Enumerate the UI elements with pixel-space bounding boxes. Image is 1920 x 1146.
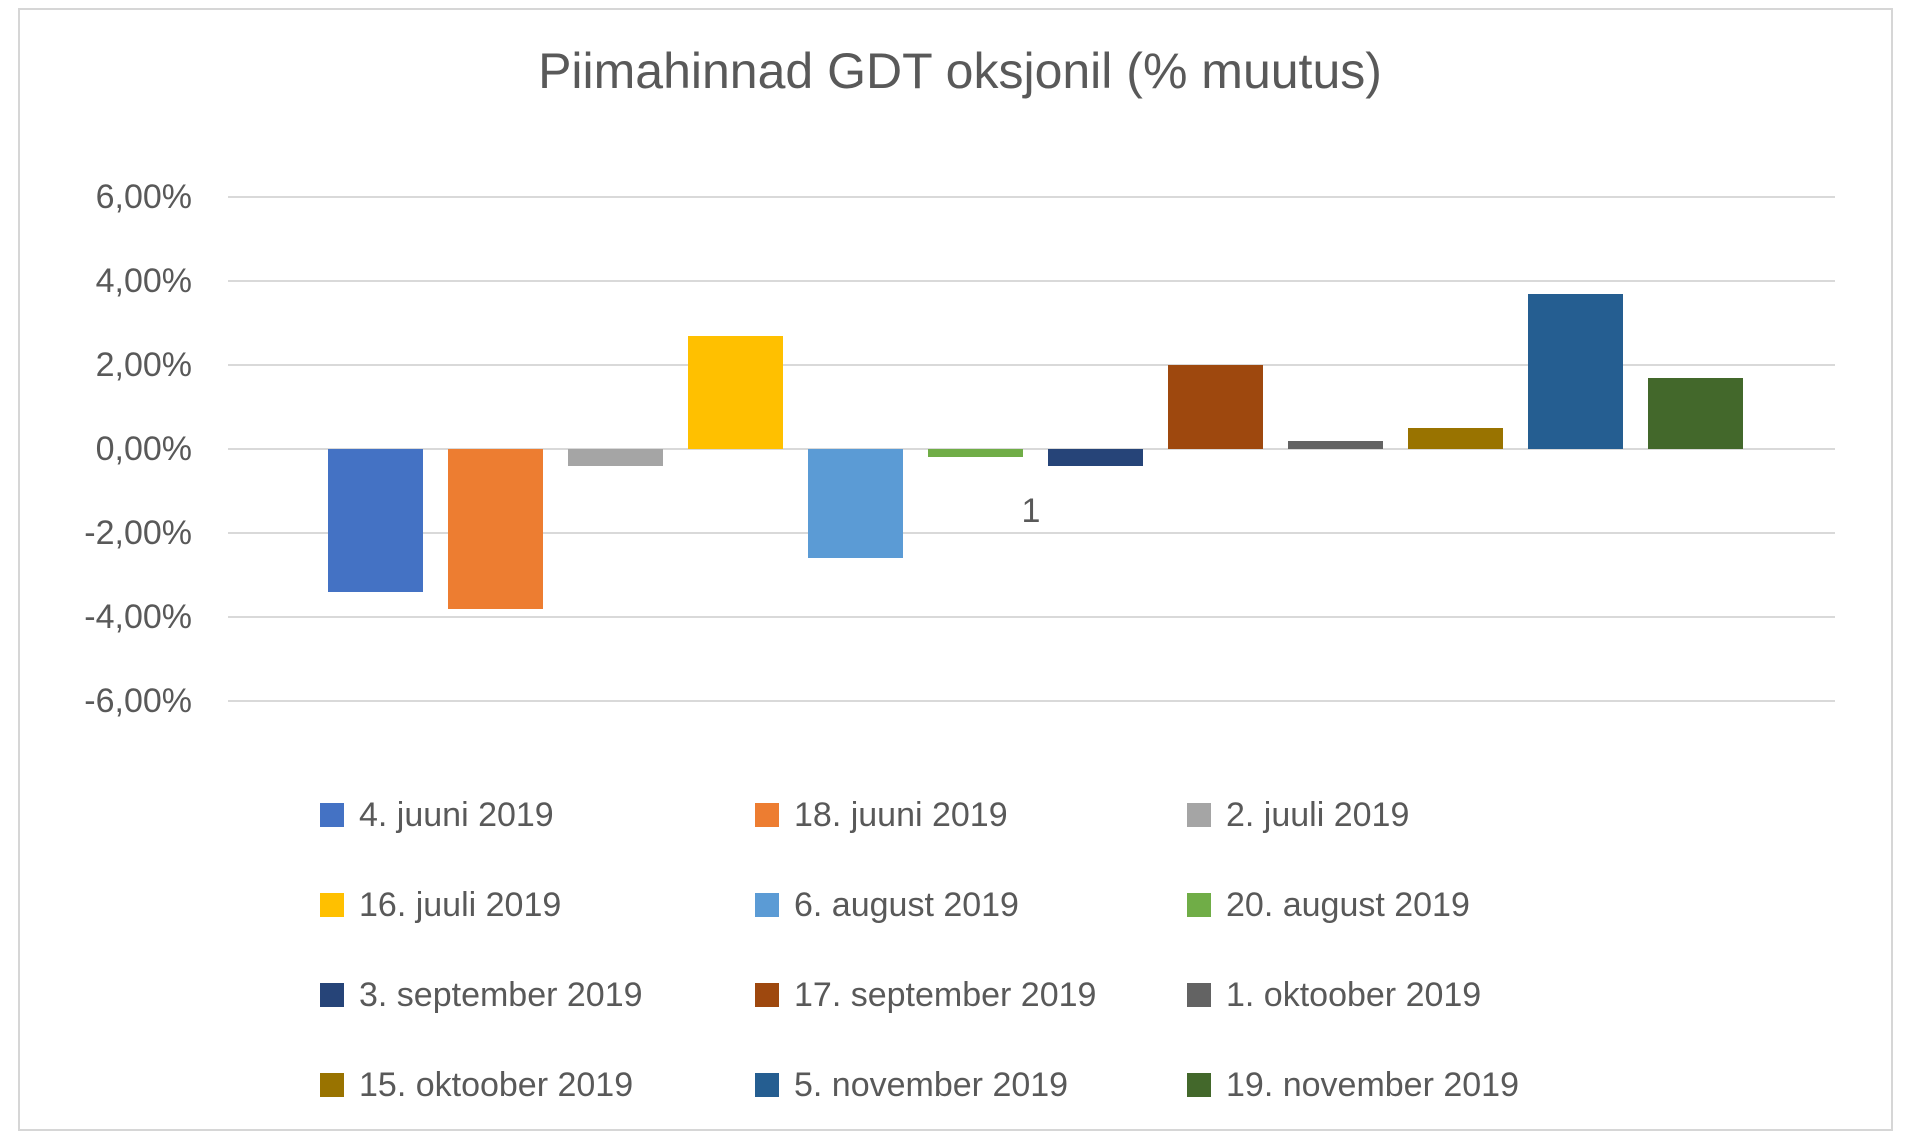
- legend-label: 5. november 2019: [794, 1065, 1069, 1104]
- legend-item: 17. september 2019: [755, 975, 1096, 1015]
- gridline: [228, 700, 1835, 702]
- legend-swatch-icon: [1187, 803, 1211, 827]
- y-axis-tick-label: -2,00%: [84, 514, 192, 552]
- bar: [1528, 293, 1623, 449]
- legend-item: 15. oktoober 2019: [320, 1065, 633, 1105]
- y-axis-tick-label: 4,00%: [95, 262, 192, 300]
- legend-label: 20. august 2019: [1226, 885, 1470, 924]
- legend-label: 18. juuni 2019: [794, 795, 1008, 834]
- bar: [1048, 449, 1143, 466]
- legend-swatch-icon: [320, 893, 344, 917]
- legend-item: 19. november 2019: [1187, 1065, 1519, 1105]
- gridline: [228, 616, 1835, 618]
- legend-swatch-icon: [320, 983, 344, 1007]
- legend-item: 16. juuli 2019: [320, 885, 561, 925]
- bar: [1168, 365, 1263, 449]
- gridline: [228, 364, 1835, 366]
- legend-item: 1. oktoober 2019: [1187, 975, 1481, 1015]
- legend-label: 17. september 2019: [794, 975, 1097, 1014]
- y-axis-tick-label: 6,00%: [95, 178, 192, 216]
- legend-item: 2. juuli 2019: [1187, 795, 1409, 835]
- y-axis-tick-label: -4,00%: [84, 598, 192, 636]
- bar: [808, 449, 903, 559]
- legend-swatch-icon: [755, 983, 779, 1007]
- legend-item: 18. juuni 2019: [755, 795, 1008, 835]
- legend-label: 16. juuli 2019: [359, 885, 562, 924]
- y-axis-tick-label: 0,00%: [95, 430, 192, 468]
- chart-plot-frame: [18, 8, 1893, 1131]
- legend-swatch-icon: [1187, 983, 1211, 1007]
- legend-item: 5. november 2019: [755, 1065, 1068, 1105]
- legend-label: 1. oktoober 2019: [1226, 975, 1482, 1014]
- legend-swatch-icon: [320, 803, 344, 827]
- gridline: [228, 532, 1835, 534]
- bar: [328, 449, 423, 592]
- legend-label: 19. november 2019: [1226, 1065, 1519, 1104]
- legend-label: 2. juuli 2019: [1226, 795, 1410, 834]
- legend-swatch-icon: [1187, 1073, 1211, 1097]
- legend-swatch-icon: [755, 1073, 779, 1097]
- legend-swatch-icon: [755, 803, 779, 827]
- gridline: [228, 196, 1835, 198]
- legend-item: 3. september 2019: [320, 975, 643, 1015]
- bar: [1288, 440, 1383, 449]
- legend-label: 4. juuni 2019: [359, 795, 554, 834]
- legend-swatch-icon: [755, 893, 779, 917]
- legend-label: 15. oktoober 2019: [359, 1065, 634, 1104]
- bar: [568, 449, 663, 466]
- y-axis-tick-label: -6,00%: [84, 682, 192, 720]
- gridline: [228, 280, 1835, 282]
- chart-title: Piimahinnad GDT oksjonil (% muutus): [538, 43, 1382, 99]
- x-axis-category-label: 1: [1021, 492, 1041, 530]
- legend-item: 6. august 2019: [755, 885, 1019, 925]
- legend-label: 6. august 2019: [794, 885, 1019, 924]
- bar: [688, 335, 783, 449]
- legend-swatch-icon: [1187, 893, 1211, 917]
- bar: [1408, 428, 1503, 449]
- legend-item: 4. juuni 2019: [320, 795, 554, 835]
- bar: [928, 449, 1023, 458]
- bar: [448, 449, 543, 609]
- gridline: [228, 448, 1835, 450]
- legend-item: 20. august 2019: [1187, 885, 1470, 925]
- bar: [1648, 377, 1743, 449]
- legend-swatch-icon: [320, 1073, 344, 1097]
- y-axis-tick-label: 2,00%: [95, 346, 192, 384]
- legend-label: 3. september 2019: [359, 975, 643, 1014]
